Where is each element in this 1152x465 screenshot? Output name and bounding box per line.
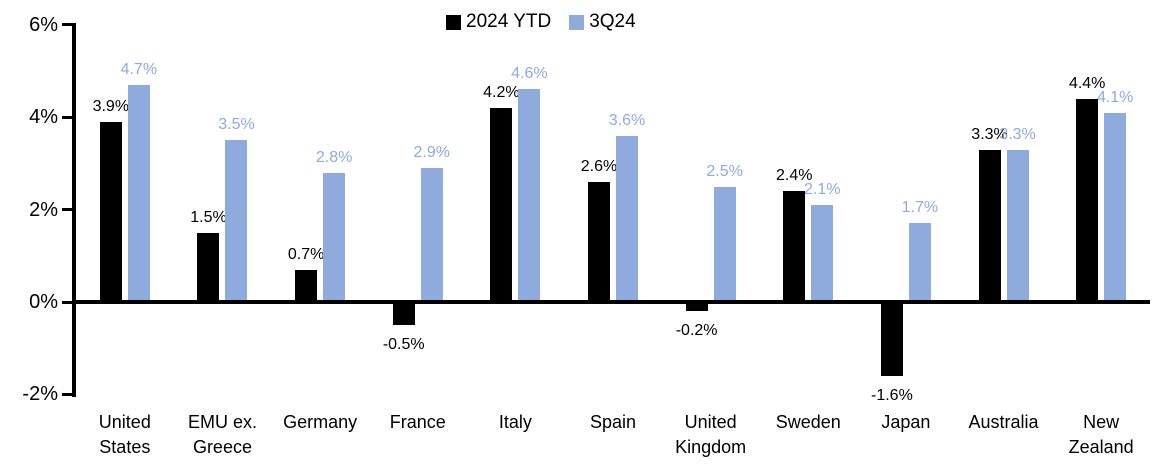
bar-2024-ytd-emu-ex-greece (197, 232, 220, 302)
value-label-2024-ytd-japan: -1.6% (871, 386, 913, 404)
value-label-3q24-new-zealand: 4.1% (1096, 88, 1134, 106)
y-tick-label: 6% (29, 13, 58, 36)
legend-swatch-icon (569, 14, 585, 30)
y-axis-tick (62, 115, 76, 119)
bar-2024-ytd-france (392, 302, 415, 326)
bar-3q24-new-zealand (1104, 112, 1127, 302)
bar-2024-ytd-united-kingdom (685, 302, 708, 312)
x-tick-label-united-states: United States (98, 412, 151, 457)
value-label-3q24-germany: 2.8% (315, 148, 353, 166)
bar-2024-ytd-italy (490, 107, 513, 302)
value-label-3q24-spain: 3.6% (608, 111, 646, 129)
bar-2024-ytd-japan (880, 302, 903, 376)
x-tick-label-united-kingdom: United Kingdom (675, 412, 747, 457)
bar-3q24-united-kingdom (713, 186, 736, 302)
value-label-3q24-sweden: 2.1% (804, 180, 841, 198)
legend-item-2024-ytd: 2024 YTD (446, 11, 551, 33)
bar-2024-ytd-sweden (783, 191, 806, 302)
value-label-3q24-australia: 3.3% (999, 125, 1036, 143)
bar-2024-ytd-new-zealand (1076, 98, 1099, 302)
value-label-2024-ytd-france: -0.5% (382, 336, 425, 354)
value-label-3q24-emu-ex-greece: 3.5% (218, 116, 255, 134)
value-label-2024-ytd-emu-ex-greece: 1.5% (190, 208, 227, 226)
x-tick-label-spain: Spain (589, 412, 637, 432)
bar-3q24-germany (323, 172, 346, 302)
value-label-3q24-united-states: 4.7% (120, 60, 158, 78)
bar-3q24-emu-ex-greece (225, 140, 248, 302)
bar-2024-ytd-australia (978, 149, 1001, 302)
value-label-2024-ytd-italy: 4.2% (483, 83, 520, 101)
x-tick-label-sweden: Sweden (775, 412, 841, 432)
y-axis-tick (62, 300, 76, 304)
legend-label: 3Q24 (589, 11, 636, 32)
value-label-3q24-japan: 1.7% (901, 199, 939, 217)
y-axis-tick (62, 392, 76, 396)
bar-3q24-spain (616, 135, 638, 302)
value-label-2024-ytd-germany: 0.7% (287, 245, 325, 263)
y-axis-tick (62, 23, 76, 27)
x-axis-line (72, 300, 1150, 304)
y-tick-label: -2% (22, 383, 58, 406)
bar-3q24-australia (1006, 149, 1029, 302)
value-label-2024-ytd-sweden: 2.4% (776, 167, 813, 185)
bar-2024-ytd-spain (588, 181, 610, 302)
bar-2024-ytd-united-states (99, 121, 122, 302)
value-label-2024-ytd-united-kingdom: -0.2% (675, 322, 718, 340)
bar-3q24-sweden (811, 204, 834, 302)
x-tick-label-japan: Japan (881, 412, 931, 432)
y-tick-label: 4% (29, 106, 58, 129)
value-label-2024-ytd-spain: 2.6% (580, 157, 618, 175)
legend-item-3q24: 3Q24 (569, 11, 636, 33)
value-label-3q24-italy: 4.6% (511, 65, 548, 83)
x-tick-label-france: France (389, 412, 446, 432)
y-tick-label: 2% (29, 198, 58, 221)
y-axis-tick (62, 208, 76, 212)
x-tick-label-germany: Germany (283, 412, 358, 432)
value-label-2024-ytd-new-zealand: 4.4% (1068, 74, 1106, 92)
bar-3q24-japan (908, 223, 931, 302)
value-label-2024-ytd-united-states: 3.9% (92, 97, 130, 115)
legend-label: 2024 YTD (466, 11, 552, 32)
value-label-3q24-united-kingdom: 2.5% (706, 162, 743, 180)
x-tick-label-new-zealand: New Zealand (1068, 412, 1134, 457)
legend-swatch-icon (446, 14, 461, 30)
y-tick-label: 0% (29, 291, 58, 313)
x-tick-label-emu-ex-greece: EMU ex. Greece (187, 412, 257, 457)
bar-3q24-united-states (127, 84, 150, 302)
value-label-2024-ytd-australia: 3.3% (971, 125, 1008, 143)
bar-3q24-france (420, 168, 443, 302)
value-label-3q24-france: 2.9% (413, 144, 450, 162)
chart-legend: 2024 YTD 3Q24 (446, 11, 636, 33)
bar-2024-ytd-germany (295, 269, 318, 302)
x-tick-label-australia: Australia (968, 412, 1039, 432)
x-tick-label-italy: Italy (498, 412, 532, 432)
bar-3q24-italy (518, 89, 541, 302)
